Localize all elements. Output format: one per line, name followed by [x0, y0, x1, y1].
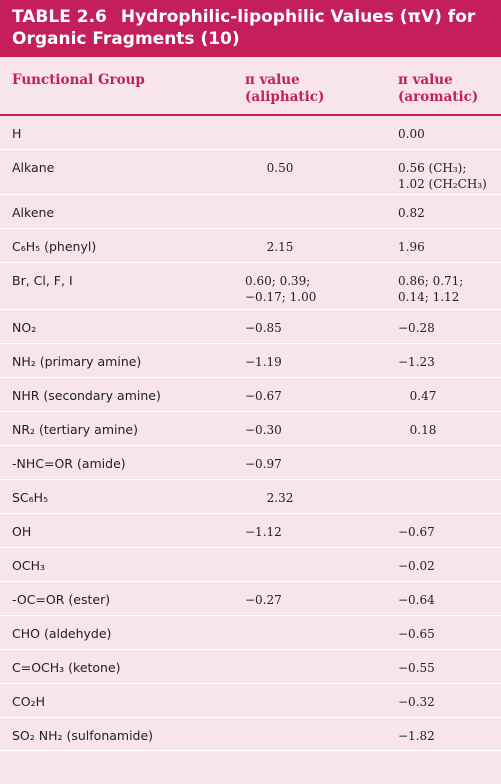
table-row: C=OCH₃ (ketone) −0.55: [0, 650, 501, 684]
table-row: CHO (aldehyde) −0.65: [0, 616, 501, 650]
cell-aromatic-value: −0.67: [398, 525, 435, 539]
cell-aromatic-value: −0.02: [398, 559, 435, 573]
cell-functional-group: SC₆H₅: [12, 490, 49, 505]
table-row: SO₂ NH₂ (sulfonamide) −1.82: [0, 718, 501, 751]
table-row: NH₂ (primary amine) −1.19 −1.23: [0, 344, 501, 378]
cell-aromatic-value: 0.47: [409, 389, 437, 403]
cell-aliphatic-value: −0.97: [245, 457, 282, 471]
cell-aromatic-value: −0.64: [398, 593, 435, 607]
title-text-1: Hydrophilic-lipophilic Values (πV) for: [120, 7, 476, 27]
cell-aromatic-value: −1.82: [398, 729, 435, 743]
cell-aliphatic-value: −0.85: [245, 321, 282, 335]
table-row: Alkane 0.50 0.56 (CH₃); 1.02 (CH₂CH₃): [0, 150, 501, 195]
cell-aliphatic-value: −1.19: [245, 355, 282, 369]
cell-functional-group: -OC=OR (ester): [12, 592, 111, 607]
header-aliphatic-line-2: (aliphatic): [245, 89, 325, 105]
cell-functional-group: OH: [12, 524, 32, 539]
table-header-row: Functional Group π value (aliphatic) π v…: [0, 57, 501, 116]
cell-aromatic-value: 0.18: [409, 423, 437, 437]
cell-aliphatic-value: 0.60; 0.39; −0.17; 1.00: [245, 274, 317, 304]
cell-aliphatic-value: −0.67: [245, 389, 282, 403]
cell-functional-group: NH₂ (primary amine): [12, 354, 142, 369]
header-functional-group: Functional Group: [12, 72, 145, 88]
table-title: TABLE 2.6 Hydrophilic-lipophilic Values (…: [0, 0, 501, 57]
cell-aromatic-value: −1.23: [398, 355, 435, 369]
cell-aromatic-value: 0.00: [398, 127, 425, 141]
cell-functional-group: CHO (aldehyde): [12, 626, 112, 641]
cell-aliphatic-value: −0.30: [245, 423, 282, 437]
cell-functional-group: NHR (secondary amine): [12, 388, 161, 403]
cell-aliphatic-value: −1.12: [245, 525, 282, 539]
cell-aliphatic-value: 0.50: [266, 161, 294, 175]
cell-functional-group: NO₂: [12, 320, 37, 335]
table-row: C₆H₅ (phenyl) 2.15 1.96: [0, 229, 501, 263]
cell-functional-group: SO₂ NH₂ (sulfonamide): [12, 728, 154, 743]
table-row: OCH₃ −0.02: [0, 548, 501, 582]
cell-aromatic-value: −0.55: [398, 661, 435, 675]
header-aromatic: π value (aromatic): [398, 72, 478, 106]
table-body: H 0.00 Alkane 0.50 0.56 (CH₃); 1.02 (CH₂CH₃)…: [0, 116, 501, 751]
cell-functional-group: NR₂ (tertiary amine): [12, 422, 138, 437]
table-row: NR₂ (tertiary amine) −0.30 0.18: [0, 412, 501, 446]
cell-functional-group: Alkane: [12, 160, 55, 175]
header-aromatic-line-2: (aromatic): [398, 89, 479, 105]
cell-aliphatic-value: 2.32: [266, 491, 294, 505]
cell-functional-group: CO₂H: [12, 694, 45, 709]
cell-aliphatic-value: −0.27: [245, 593, 282, 607]
cell-aromatic-value: 0.82: [398, 206, 425, 220]
cell-functional-group: Alkene: [12, 205, 55, 220]
header-aliphatic-line-1: π value: [245, 72, 300, 88]
cell-functional-group: OCH₃: [12, 558, 45, 573]
cell-aromatic-value: 1.96: [398, 240, 425, 254]
cell-functional-group: C₆H₅ (phenyl): [12, 239, 97, 254]
cell-aromatic-value: −0.32: [398, 695, 435, 709]
table-row: OH −1.12 −0.67: [0, 514, 501, 548]
table-row: NHR (secondary amine) −0.67 0.47: [0, 378, 501, 412]
table-number: TABLE 2.6: [12, 7, 107, 27]
cell-aromatic-value: −0.28: [398, 321, 435, 335]
table-row: -NHC=OR (amide) −0.97: [0, 446, 501, 480]
table-row: SC₆H₅ 2.32: [0, 480, 501, 514]
table-row: CO₂H −0.32: [0, 684, 501, 718]
title-line-1: TABLE 2.6 Hydrophilic-lipophilic Values (…: [12, 6, 489, 28]
cell-aromatic-value: 0.56 (CH₃); 1.02 (CH₂CH₃): [398, 161, 487, 191]
cell-aliphatic-value: 2.15: [266, 240, 294, 254]
cell-aromatic-value: 0.86; 0.71; 0.14; 1.12: [398, 274, 464, 304]
cell-functional-group: C=OCH₃ (ketone): [12, 660, 121, 675]
cell-functional-group: -NHC=OR (amide): [12, 456, 126, 471]
header-aliphatic: π value (aliphatic): [245, 72, 324, 106]
table-row: Alkene 0.82: [0, 195, 501, 229]
table-row: Br, Cl, F, I 0.60; 0.39; −0.17; 1.00 0.86;…: [0, 263, 501, 310]
cell-functional-group: H: [12, 126, 22, 141]
table-row: -OC=OR (ester) −0.27 −0.64: [0, 582, 501, 616]
cell-aromatic-value: −0.65: [398, 627, 435, 641]
table-row: NO₂ −0.85 −0.28: [0, 310, 501, 344]
title-line-2: Organic Fragments (10): [12, 29, 240, 49]
cell-functional-group: Br, Cl, F, I: [12, 273, 73, 288]
table-row: H 0.00: [0, 116, 501, 150]
header-aromatic-line-1: π value: [398, 72, 453, 88]
